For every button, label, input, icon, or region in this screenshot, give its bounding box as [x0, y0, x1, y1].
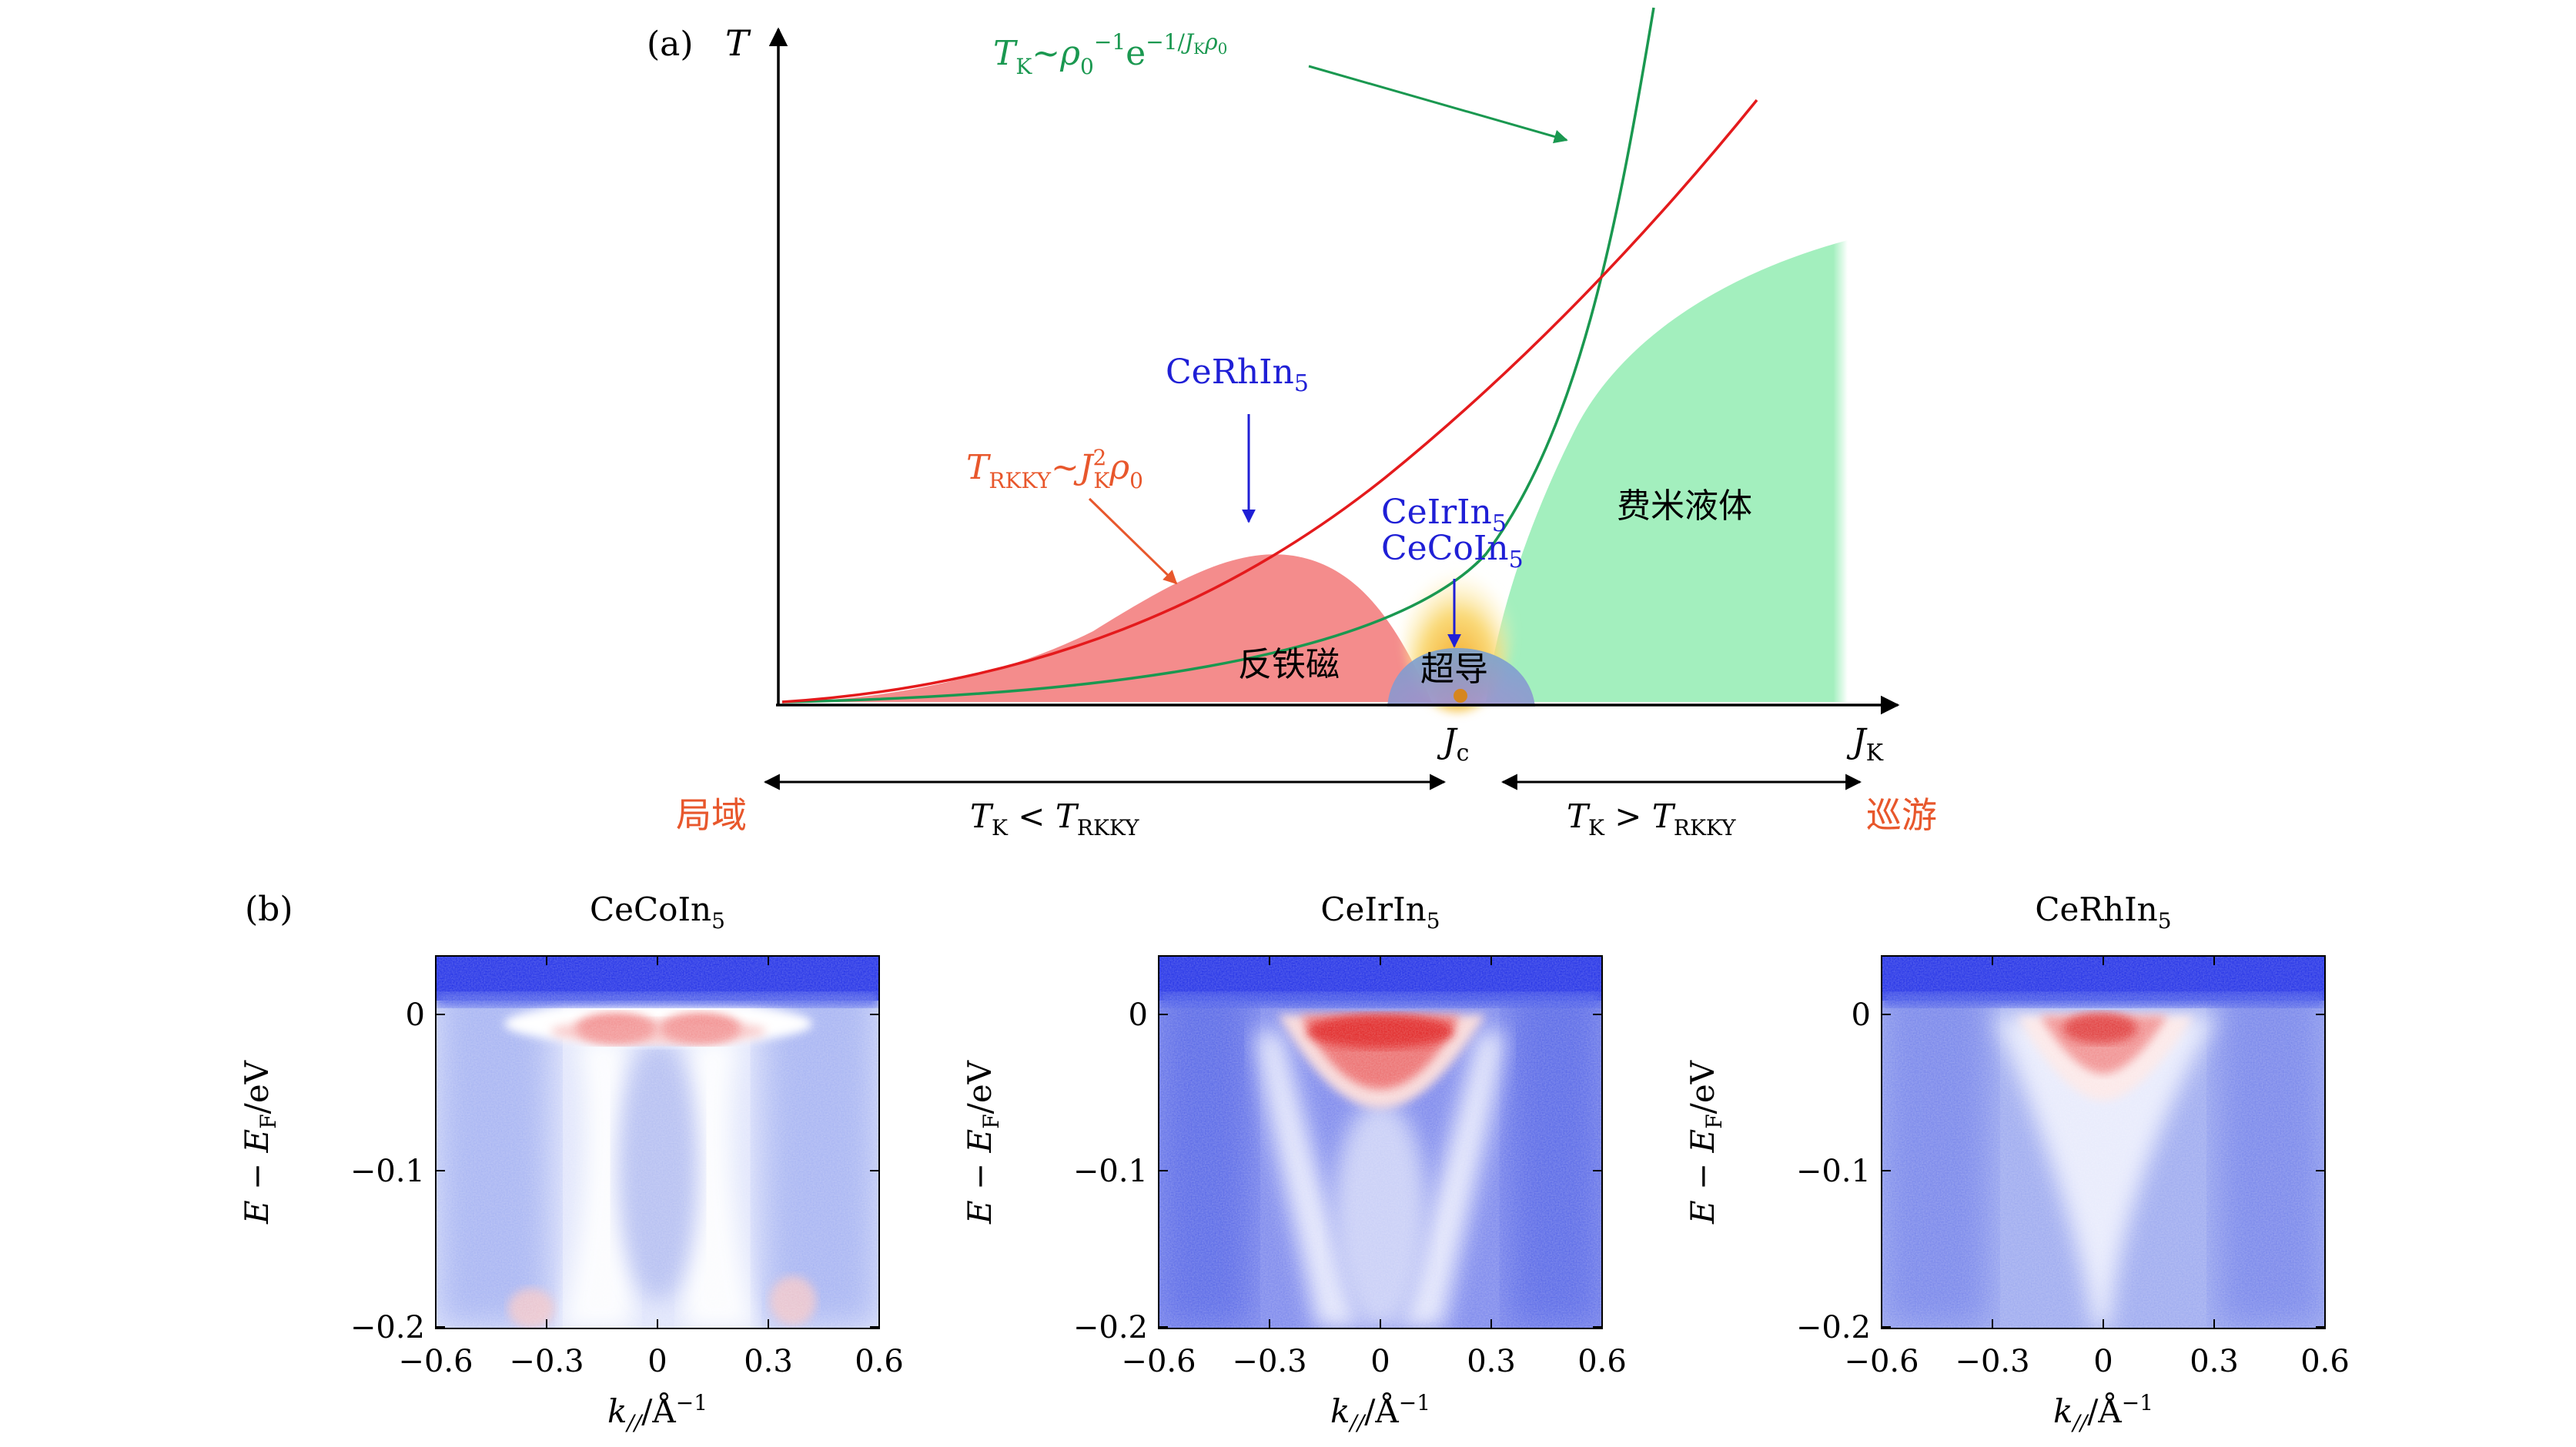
arpes-panel-cerhin5: CeRhIn5 — [1881, 891, 2326, 1329]
x-tick-label: −0.3 — [509, 1344, 584, 1379]
y-axis-title: E − EF/eV — [961, 1060, 1004, 1225]
y-axis-title: E − EF/eV — [238, 1060, 281, 1225]
y-tick-label: 0 — [1852, 998, 1871, 1033]
x-tick-label: 0.6 — [1577, 1344, 1627, 1379]
trkky-curve — [781, 99, 1758, 703]
y-tick-label: −0.1 — [350, 1154, 425, 1189]
arpes-axes: 0−0.1−0.2−0.6 −0.3 0 0.3 0.6E − EF/eVk///Å−1… — [238, 956, 2350, 1435]
cerhin5-label: CeRhIn5 — [1166, 353, 1309, 397]
tk-pointer — [1308, 65, 1568, 144]
x-axis-label: JK — [1846, 722, 1884, 767]
antiferromagnetic-region — [782, 554, 1432, 702]
panel-b: (b) CeCoIn5 — [238, 890, 2350, 1435]
x-tick-label: 0.3 — [744, 1344, 793, 1379]
arpes-title-cerhin5: CeRhIn5 — [2035, 891, 2171, 934]
quantum-critical-point — [1454, 689, 1467, 703]
fermi-liquid-region — [1486, 240, 1848, 702]
tk-curve — [781, 7, 1655, 703]
x-axis-title: k///Å−1 — [607, 1390, 708, 1435]
tk-formula: TK~ρ0−1e−1/JKρ0 — [993, 29, 1227, 79]
y-axis-title: E − EF/eV — [1684, 1060, 1727, 1225]
ceirin5-label: CeIrIn5 — [1381, 493, 1507, 537]
superconducting-dome — [1387, 648, 1535, 707]
jc-label: Jc — [1437, 722, 1469, 767]
x-axis-title: k///Å−1 — [2053, 1390, 2153, 1435]
itinerant-label: 巡游 — [1866, 794, 1937, 836]
itinerant-relation: TK > TRKKY — [1567, 797, 1736, 840]
cecoin5-label: CeCoIn5 — [1381, 529, 1524, 573]
x-tick-label: 0 — [2093, 1344, 2113, 1379]
x-tick-label: 0.3 — [1467, 1344, 1516, 1379]
x-tick-label: −0.6 — [398, 1344, 473, 1379]
antiferromagnet-label: 反铁磁 — [1238, 645, 1340, 684]
y-tick-label: −0.2 — [350, 1310, 425, 1345]
localized-label: 局域 — [676, 794, 747, 836]
x-tick-label: 0.3 — [2190, 1344, 2239, 1379]
x-tick-label: −0.3 — [1232, 1344, 1306, 1379]
panel-a: (a) T TK~ρ0−1e−1/JKρ0 TRKKY~J2 Kρ0 CeRhIn… — [647, 7, 1937, 840]
arpes-title-ceirin5: CeIrIn5 — [1320, 891, 1440, 934]
x-tick-label: 0.6 — [2300, 1344, 2350, 1379]
panel-a-label: (a) — [647, 25, 694, 64]
arpes-panel-ceirin5: CeIrIn5 — [1158, 891, 1603, 1329]
trkky-pointer — [1088, 497, 1178, 585]
y-tick-label: −0.1 — [1796, 1154, 1871, 1189]
arpes-panel-cecoin5: CeCoIn5 — [435, 891, 880, 1329]
localized-relation: TK < TRKKY — [970, 797, 1139, 840]
superconductor-label: 超导 — [1420, 650, 1488, 689]
y-tick-label: 0 — [406, 998, 425, 1033]
x-tick-label: −0.3 — [1955, 1344, 2029, 1379]
x-tick-label: 0.6 — [855, 1344, 904, 1379]
y-tick-label: −0.2 — [1073, 1310, 1148, 1345]
y-tick-label: 0 — [1129, 998, 1148, 1033]
y-axis-label: T — [725, 22, 751, 64]
x-tick-label: −0.6 — [1844, 1344, 1919, 1379]
y-tick-label: −0.2 — [1796, 1310, 1871, 1345]
arpes-title-cecoin5: CeCoIn5 — [590, 891, 725, 934]
x-axis-title: k///Å−1 — [1330, 1390, 1430, 1435]
y-tick-label: −0.1 — [1073, 1154, 1148, 1189]
panel-b-label: (b) — [245, 890, 293, 929]
x-tick-label: 0 — [647, 1344, 667, 1379]
trkky-formula: TRKKY~J2 Kρ0 — [966, 445, 1143, 493]
fermi-liquid-label: 费米液体 — [1617, 486, 1752, 526]
x-tick-label: −0.6 — [1121, 1344, 1196, 1379]
x-tick-label: 0 — [1370, 1344, 1390, 1379]
